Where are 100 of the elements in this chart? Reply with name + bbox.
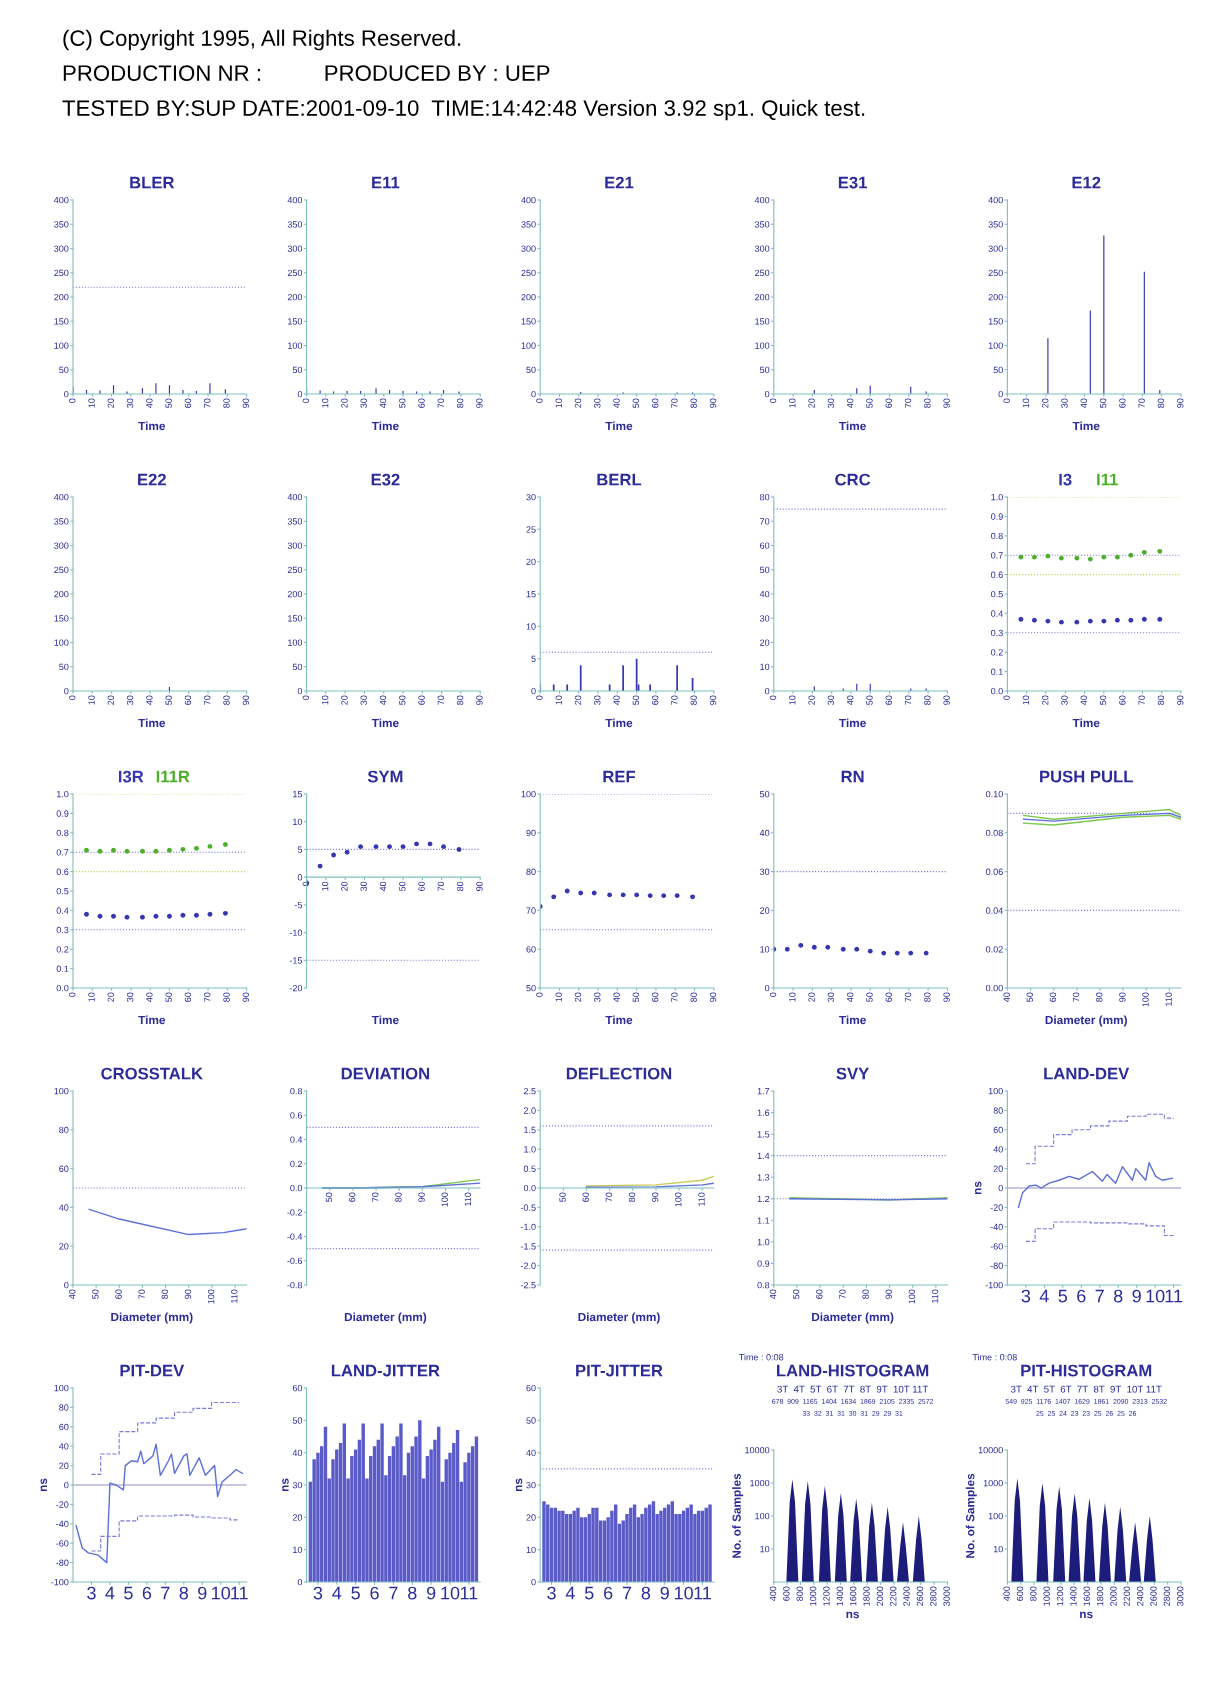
- y-tick-label: 200: [755, 293, 770, 301]
- x-tick-label: 30: [126, 695, 134, 705]
- y-tick-label: 0.08: [986, 829, 1003, 837]
- x-tick-label: 40: [613, 695, 620, 705]
- y-tick-label: 250: [521, 269, 536, 277]
- x-axis-title: Time: [371, 1015, 399, 1025]
- x-tick-label: 1000: [809, 1586, 817, 1606]
- x-tick-label: 10: [88, 398, 95, 408]
- y-tick-label: 1.0: [524, 1146, 536, 1153]
- y-tick-label: 10: [760, 1545, 770, 1553]
- x-tick-label: 50: [632, 398, 640, 408]
- y-tick-label: 150: [288, 615, 303, 622]
- x-axis-title: Diameter (mm): [1045, 1015, 1127, 1027]
- y-tick-label: 0.04: [986, 907, 1003, 914]
- chart-title: SVY: [836, 1067, 870, 1080]
- y-tick-label: 0.7: [56, 849, 69, 856]
- text: Time : 0:08: [972, 1353, 1017, 1361]
- x-axis-title: ns: [1080, 1611, 1093, 1619]
- y-tick-label: 60: [526, 946, 536, 953]
- x-tick-label: 1800: [1096, 1586, 1104, 1606]
- x-tick-label: 70: [671, 992, 678, 1002]
- x-tick-label: 1400: [1070, 1586, 1077, 1606]
- y-tick-label: 20: [760, 639, 770, 646]
- x-tick-label: 10: [321, 398, 329, 408]
- y-tick-label: 80: [526, 868, 536, 875]
- x-tick-label: 40: [613, 398, 620, 408]
- y-tick-label: 20: [59, 1462, 69, 1469]
- y-tick-label: 0: [297, 874, 303, 881]
- y-tick-label: 0: [998, 390, 1003, 398]
- y-tick-label: -1.0: [520, 1223, 536, 1231]
- x-tick-label: 20: [1042, 695, 1049, 705]
- y-tick-label: 30: [526, 493, 536, 501]
- y-tick-label: 0: [64, 1481, 69, 1489]
- y-tick-label: 400: [988, 196, 1003, 204]
- x-tick-label: 50: [165, 992, 172, 1002]
- x-tick-label: 50: [92, 1289, 99, 1299]
- chart-title: DEFLECTION: [566, 1067, 672, 1080]
- x-tick-label: 6: [142, 1586, 152, 1600]
- x-tick-label: 80: [690, 992, 697, 1002]
- y-tick-label: 300: [521, 245, 536, 252]
- x-tick-label: 3: [313, 1586, 323, 1600]
- text: 3T 4T 5T 6T 7T 8T 9T 10T 11T: [777, 1385, 929, 1393]
- x-tick-label: 2400: [1136, 1586, 1144, 1606]
- x-axis-title: Time: [605, 1015, 633, 1025]
- y-tick-label: 1.0: [56, 790, 69, 798]
- x-tick-label: 50: [1099, 695, 1107, 705]
- y-tick-label: 200: [988, 293, 1003, 301]
- y-tick-label: 0: [531, 687, 536, 695]
- y-tick-label: 70: [760, 518, 770, 525]
- y-tick-label: 150: [54, 615, 69, 622]
- x-tick-label: 90: [943, 398, 950, 408]
- x-tick-label: 1600: [1083, 1586, 1090, 1606]
- y-tick-label: -0.2: [287, 1209, 302, 1216]
- chart-title: PIT-DEV: [120, 1364, 185, 1377]
- y-tick-label: 0.5: [991, 590, 1003, 598]
- y-tick-label: 15: [526, 591, 536, 598]
- chart-title: E21: [605, 176, 634, 189]
- x-tick-label: 30: [126, 992, 134, 1002]
- y-tick-label: 150: [288, 318, 303, 325]
- x-tick-label: 20: [574, 695, 582, 705]
- x-tick-label: 60: [418, 398, 425, 408]
- x-tick-label: 20: [574, 398, 582, 408]
- y-tick-label: 0.3: [56, 926, 69, 934]
- chart-title: DEVIATION: [341, 1067, 430, 1080]
- x-tick-label: 110: [231, 1289, 238, 1303]
- x-tick-label: 30: [360, 398, 367, 408]
- y-tick-label: 1.0: [757, 1238, 770, 1246]
- x-tick-label: 80: [924, 992, 931, 1002]
- x-tick-label: 20: [107, 695, 114, 705]
- x-tick-label: 1600: [849, 1586, 857, 1606]
- x-tick-label: 600: [1016, 1586, 1024, 1601]
- x-axis-title: Diameter (mm): [344, 1312, 427, 1324]
- y-tick-label: 0: [297, 687, 303, 695]
- y-tick-label: 400: [53, 493, 69, 501]
- x-tick-label: 30: [1061, 695, 1068, 705]
- y-tick-label: -80: [56, 1559, 69, 1566]
- x-tick-label: 50: [866, 398, 873, 408]
- x-tick-label: 70: [671, 695, 678, 705]
- y-tick-label: -0.8: [287, 1281, 303, 1289]
- y-tick-label: 20: [292, 1514, 303, 1521]
- y-tick-label: -80: [990, 1262, 1003, 1269]
- x-tick-label: 80: [924, 398, 931, 408]
- x-tick-label: 80: [456, 398, 464, 408]
- y-tick-label: 100: [521, 342, 536, 349]
- y-tick-label: -2.5: [520, 1281, 536, 1289]
- y-tick-label: 100: [521, 790, 536, 798]
- x-tick-label: 90: [476, 695, 483, 705]
- x-tick-label: 80: [1157, 398, 1165, 408]
- x-tick-label: 80: [223, 398, 230, 408]
- x-tick-label: 40: [846, 992, 854, 1002]
- x-tick-label: 100: [1142, 992, 1149, 1007]
- y-tick-label: 0.9: [56, 810, 69, 817]
- x-tick-label: 1800: [863, 1586, 870, 1606]
- y-tick-label: 60: [993, 1126, 1003, 1134]
- y-tick-label: 0: [764, 687, 770, 695]
- x-tick-label: 80: [223, 992, 230, 1002]
- x-tick-label: 40: [1080, 398, 1087, 408]
- x-tick-label: 90: [885, 1289, 892, 1299]
- y-tick-label: -1.5: [520, 1243, 536, 1250]
- y-tick-label: 0.5: [523, 1165, 536, 1172]
